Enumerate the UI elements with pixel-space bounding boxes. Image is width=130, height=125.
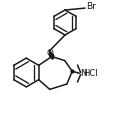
Text: O: O bbox=[47, 49, 54, 58]
Text: Br: Br bbox=[86, 2, 96, 11]
Polygon shape bbox=[50, 51, 54, 57]
Text: N: N bbox=[80, 69, 86, 78]
Text: HCl: HCl bbox=[83, 70, 98, 78]
